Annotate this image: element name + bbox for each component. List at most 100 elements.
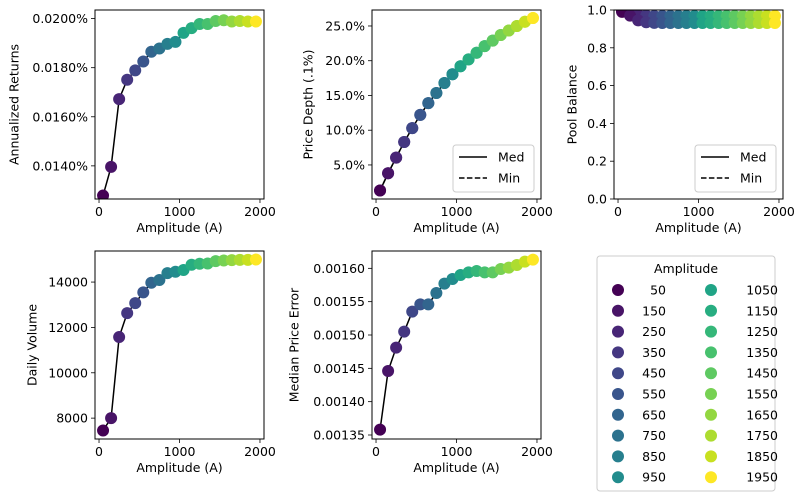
legend-entry-label: 1750 (746, 428, 778, 443)
legend-entry-label: 1650 (746, 407, 778, 422)
y-tick-label: 0.00150 (313, 328, 365, 343)
y-tick-label: 1.0 (587, 3, 607, 18)
x-tick-label: 1000 (441, 444, 473, 459)
x-axis-label: Amplitude (A) (413, 460, 499, 475)
y-tick-label: 0.00145 (313, 361, 365, 376)
data-point (406, 305, 419, 318)
data-point (454, 60, 467, 73)
chart-pool-balance: 0 1000 2000 0.0 0.2 0.4 0.6 0.8 1.0 Amplitude (A)… (564, 3, 795, 236)
y-tick-label: 0.0160% (32, 109, 88, 124)
data-point (382, 365, 395, 377)
legend-marker (705, 450, 717, 463)
data-point (462, 53, 475, 66)
legend-entry-label: 850 (642, 449, 666, 464)
data-point (422, 97, 435, 110)
y-tick-label: 10.0% (325, 123, 365, 138)
y-tick-label: 14000 (48, 275, 88, 290)
y-tick-label: 0.00155 (313, 294, 365, 309)
legend-marker (612, 346, 624, 359)
legend-entry-label: 1450 (746, 366, 778, 381)
legend-entry-label: 950 (642, 470, 666, 485)
legend-entry-label: 650 (642, 407, 666, 422)
data-point (398, 136, 411, 149)
legend-label: Min (498, 171, 520, 186)
legend-marker (705, 304, 717, 317)
data-point (137, 55, 150, 68)
legend-entry-label: 1150 (746, 303, 778, 318)
data-point (137, 286, 150, 299)
y-tick-label: 0.4 (587, 116, 607, 131)
plot-area (95, 251, 264, 439)
legend-marker (612, 388, 624, 400)
y-tick-label: 25.0% (325, 18, 365, 33)
x-tick-label: 2000 (521, 204, 553, 219)
amplitude-legend: Amplitude 50 150 250 350 450 550 650 750 850 950 10… (596, 255, 778, 492)
data-layer (97, 14, 262, 199)
data-point (97, 189, 110, 199)
data-point (121, 73, 134, 86)
y-tick-label: 0.00160 (313, 261, 365, 276)
legend-marker (705, 325, 717, 338)
axes-frame (371, 250, 542, 440)
y-tick-label: 12000 (48, 320, 88, 335)
data-point (129, 297, 142, 310)
data-point (398, 325, 411, 338)
x-tick-label: 2000 (521, 444, 553, 459)
data-point (121, 307, 134, 320)
legend-marker (612, 284, 624, 296)
x-tick-label: 2000 (244, 204, 276, 219)
legend-marker (612, 429, 624, 442)
legend-marker (612, 450, 624, 463)
y-tick-label: 0.8 (587, 40, 607, 55)
x-tick-label: 0 (372, 204, 380, 219)
data-point (129, 64, 142, 77)
y-tick-label: 15.0% (325, 88, 365, 103)
legend-marker (705, 346, 717, 359)
data-point (374, 423, 387, 436)
data-point (113, 93, 126, 106)
data-point (374, 184, 387, 197)
legend-label: Med (740, 150, 766, 165)
x-tick-label: 2000 (763, 204, 795, 219)
y-axis-label: Median Price Error (286, 287, 301, 402)
legend-entry-label: 1050 (746, 283, 778, 298)
legend-entry-label: 150 (642, 303, 666, 318)
data-point (446, 68, 459, 81)
legend-marker (612, 471, 624, 484)
x-tick-label: 0 (95, 444, 103, 459)
x-axis-label: Amplitude (A) (413, 220, 499, 235)
data-layer (374, 11, 539, 197)
chart-daily-volume: 0 1000 2000 8000 10000 12000 14000 Amplitude (A… (24, 250, 276, 475)
data-point (113, 331, 126, 344)
legend-label: Med (498, 150, 524, 165)
legend-entry-label: 450 (642, 366, 666, 381)
x-tick-label: 1000 (164, 204, 196, 219)
x-axis-label: Amplitude (A) (136, 220, 222, 235)
legend-box (596, 255, 776, 492)
legend-marker (612, 304, 624, 317)
legend-marker (612, 325, 624, 338)
data-point (406, 122, 419, 135)
y-axis-label: Daily Volume (24, 304, 39, 386)
data-point (105, 160, 118, 173)
legend-marker (705, 471, 717, 484)
axes-frame (613, 9, 784, 200)
data-point (169, 35, 182, 48)
legend-entry-label: 1250 (746, 324, 778, 339)
legend-label: Min (740, 171, 762, 186)
y-tick-label: 0.00135 (313, 428, 365, 443)
x-tick-label: 1000 (441, 204, 473, 219)
legend-entry-label: 750 (642, 428, 666, 443)
y-tick-label: 0.0140% (32, 158, 88, 173)
y-tick-label: 5.0% (333, 157, 365, 172)
legend-entry-label: 1350 (746, 345, 778, 360)
x-tick-label: 1000 (164, 444, 196, 459)
data-point (430, 87, 443, 100)
y-axis-label: Annualized Returns (6, 44, 21, 165)
legend-title: Amplitude (654, 261, 718, 276)
data-point (422, 298, 435, 311)
data-point (526, 253, 539, 266)
legend-marker (705, 408, 717, 421)
data-point (249, 15, 262, 28)
